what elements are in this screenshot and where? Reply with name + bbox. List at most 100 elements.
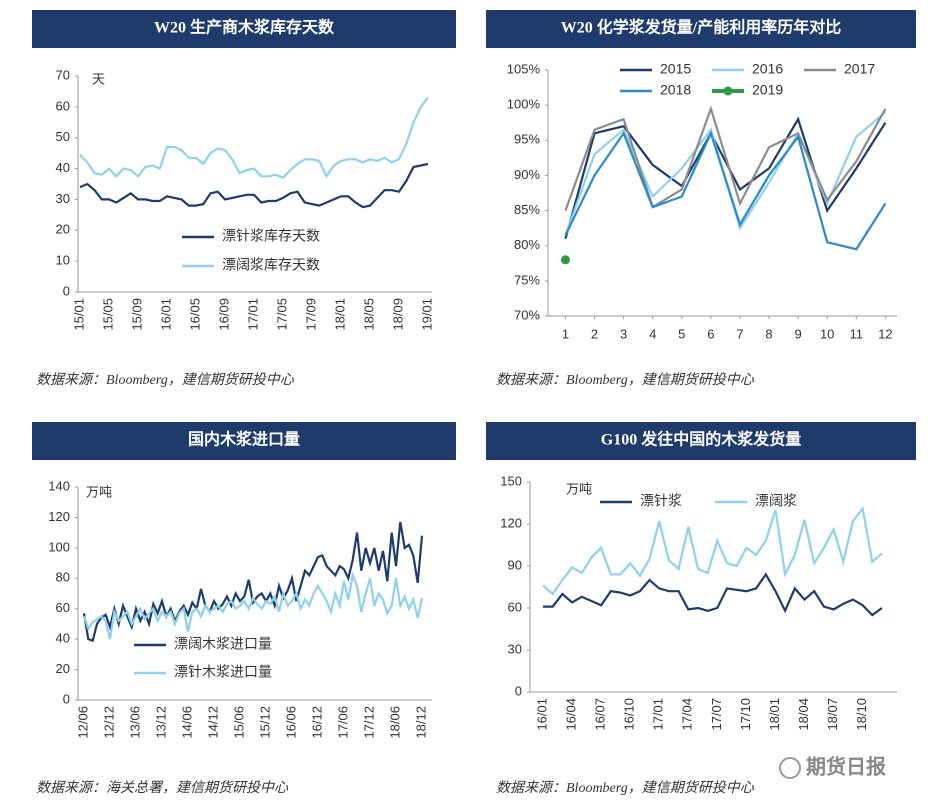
unit-label: 天 xyxy=(92,71,105,86)
y-tick-label: 100% xyxy=(507,97,541,112)
x-tick-label: 8 xyxy=(765,326,772,341)
x-tick-label: 2 xyxy=(591,326,598,341)
y-tick-label: 40 xyxy=(56,631,70,646)
x-tick-label: 18/01 xyxy=(767,698,782,731)
source-note: 数据来源：Bloomberg，建信期货研投中心 xyxy=(496,780,755,796)
y-tick-label: 30 xyxy=(508,641,522,656)
x-tick-label: 17/05 xyxy=(274,298,289,331)
x-tick-label: 16/04 xyxy=(563,698,578,731)
x-tick-label: 17/06 xyxy=(335,706,350,739)
x-tick-label: 15/06 xyxy=(231,706,246,739)
x-tick-label: 12 xyxy=(878,326,892,341)
source-note: 数据来源：Bloomberg，建信期货研投中心 xyxy=(36,372,295,388)
x-tick-label: 15/05 xyxy=(100,298,115,331)
y-tick-label: 0 xyxy=(63,691,70,706)
y-tick-label: 90% xyxy=(514,167,540,182)
y-tick-label: 120 xyxy=(500,515,522,530)
legend-label: 漂针浆库存天数 xyxy=(222,228,320,244)
legend-label: 漂针木浆进口量 xyxy=(174,664,272,680)
series-line xyxy=(79,162,429,209)
x-tick-label: 17/07 xyxy=(709,698,724,731)
series-line xyxy=(564,116,887,239)
x-tick-label: 9 xyxy=(794,326,801,341)
y-tick-label: 50 xyxy=(56,129,70,144)
x-tick-label: 16/05 xyxy=(187,298,202,331)
x-tick-label: 16/12 xyxy=(309,706,324,739)
x-tick-label: 18/05 xyxy=(361,298,376,331)
x-tick-label: 16/10 xyxy=(622,698,637,731)
legend-label: 2018 xyxy=(660,82,691,98)
x-tick-label: 12/06 xyxy=(75,706,90,739)
watermark-icon xyxy=(779,757,801,779)
x-tick-label: 6 xyxy=(707,326,714,341)
chart-title: W20 化学浆发货量/产能利用率历年对比 xyxy=(561,18,841,37)
y-tick-label: 0 xyxy=(515,683,522,698)
y-tick-label: 95% xyxy=(514,132,540,147)
legend-label: 2015 xyxy=(660,61,691,77)
series-line xyxy=(564,105,887,211)
x-tick-label: 18/12 xyxy=(413,706,428,739)
y-tick-label: 70 xyxy=(56,67,70,82)
x-tick-label: 5 xyxy=(678,326,685,341)
y-tick-label: 85% xyxy=(514,202,540,217)
series-line xyxy=(82,521,424,643)
chart-title: 国内木浆进口量 xyxy=(188,430,300,449)
header-bar xyxy=(486,422,916,460)
x-tick-label: 16/01 xyxy=(158,298,173,331)
x-tick-label: 16/01 xyxy=(534,698,549,731)
y-tick-label: 140 xyxy=(48,478,70,493)
x-tick-label: 3 xyxy=(620,326,627,341)
legend-label: 漂阔浆 xyxy=(755,493,797,509)
y-tick-label: 70% xyxy=(514,307,540,322)
chart-title: G100 发往中国的木浆发货量 xyxy=(601,430,801,449)
unit-label: 万吨 xyxy=(86,484,112,499)
header-bar xyxy=(32,10,456,48)
unit-label: 万吨 xyxy=(566,481,592,496)
y-tick-label: 80% xyxy=(514,237,540,252)
x-tick-label: 12/12 xyxy=(101,706,116,739)
y-tick-label: 150 xyxy=(500,473,522,488)
y-tick-label: 10 xyxy=(56,253,70,268)
x-tick-label: 16/06 xyxy=(283,706,298,739)
x-tick-label: 13/12 xyxy=(153,706,168,739)
x-tick-label: 15/12 xyxy=(257,706,272,739)
y-tick-label: 20 xyxy=(56,661,70,676)
series-line xyxy=(564,130,887,251)
x-tick-label: 17/04 xyxy=(680,698,695,731)
chart-title: W20 生产商木浆库存天数 xyxy=(154,18,335,37)
series-line xyxy=(82,571,424,640)
x-tick-label: 7 xyxy=(736,326,743,341)
x-tick-label: 17/10 xyxy=(738,698,753,731)
series-line xyxy=(79,96,429,180)
x-tick-label: 14/06 xyxy=(179,706,194,739)
legend-label: 漂针浆 xyxy=(640,493,682,509)
source-note: 数据来源：海关总署，建信期货研投中心 xyxy=(36,780,289,796)
legend-label: 漂阔浆库存天数 xyxy=(222,257,320,273)
legend-label: 2019 xyxy=(752,82,783,98)
y-tick-label: 60 xyxy=(56,600,70,615)
x-tick-label: 14/12 xyxy=(205,706,220,739)
legend-label: 漂阔木浆进口量 xyxy=(174,636,272,652)
legend-label: 2017 xyxy=(844,61,875,77)
x-tick-label: 18/04 xyxy=(796,698,811,731)
legend-marker xyxy=(723,86,733,96)
x-tick-label: 17/01 xyxy=(245,298,260,331)
x-tick-label: 17/12 xyxy=(361,706,376,739)
y-tick-label: 80 xyxy=(56,570,70,585)
x-tick-label: 16/09 xyxy=(216,298,231,331)
header-bar xyxy=(32,422,456,460)
x-tick-label: 16/07 xyxy=(593,698,608,731)
watermark: 期货日报 xyxy=(806,754,886,778)
y-tick-label: 100 xyxy=(48,539,70,554)
x-tick-label: 17/09 xyxy=(303,298,318,331)
y-tick-label: 40 xyxy=(56,160,70,175)
x-tick-label: 19/01 xyxy=(419,298,434,331)
y-tick-label: 120 xyxy=(48,509,70,524)
x-tick-label: 1 xyxy=(562,326,569,341)
x-tick-label: 11 xyxy=(850,326,864,341)
y-tick-label: 60 xyxy=(508,599,522,614)
series-line xyxy=(542,505,883,596)
source-note: 数据来源：Bloomberg，建信期货研投中心 xyxy=(496,372,755,388)
y-tick-label: 20 xyxy=(56,222,70,237)
